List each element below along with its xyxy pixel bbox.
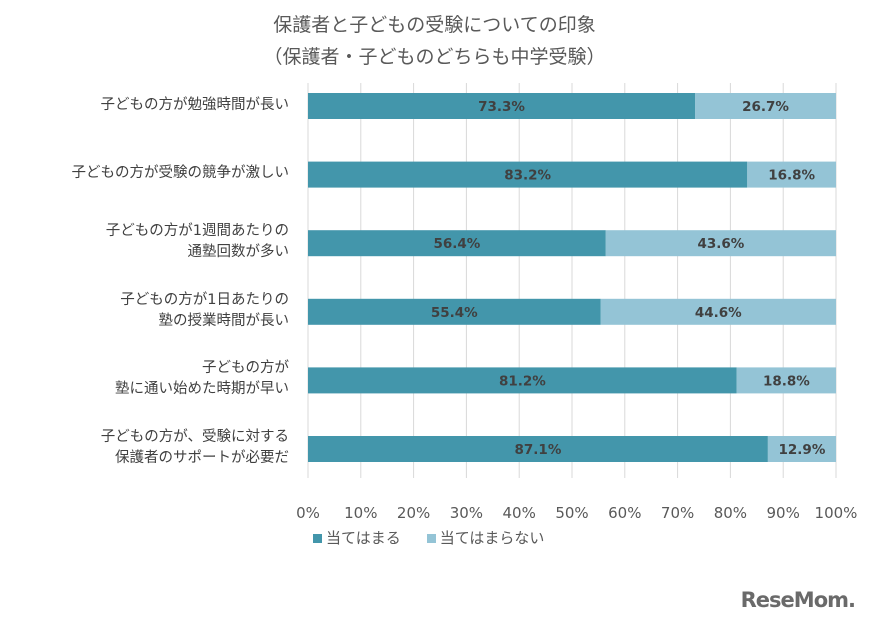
bar-no [600, 298, 836, 325]
bar-yes [308, 161, 748, 188]
bar-no [747, 161, 836, 188]
legend-swatch [313, 534, 322, 543]
category-label: 子どもの方が、受験に対する保護者のサポートが必要だ [101, 427, 289, 469]
data-label: 83.2% [504, 168, 551, 184]
category-label-line: 子どもの方が1週間あたりの [105, 223, 289, 240]
category-label-line: 通塾回数が多い [187, 244, 290, 261]
x-tick-label: 60% [608, 504, 641, 522]
x-tick-label: 90% [767, 504, 800, 522]
category-label-line: 塾の授業時間が長い [158, 312, 290, 329]
category-label: 子どもの方が受験の競争が激しい [72, 163, 290, 184]
category-label-line: 子どもの方が1日あたりの [120, 291, 289, 308]
bar-yes [308, 298, 601, 325]
bar-yes [308, 367, 737, 394]
category-label-line: 塾に通い始めた時期が早い [115, 381, 289, 398]
bar-yes [308, 436, 768, 462]
x-tick-label: 100% [815, 504, 858, 522]
legend-label: 当てはまる [326, 529, 401, 547]
x-tick-label: 20% [397, 504, 430, 522]
x-tick-label: 70% [661, 504, 694, 522]
x-tick-label: 50% [555, 504, 588, 522]
category-label: 子どもの方が塾に通い始めた時期が早い [115, 358, 289, 400]
resemom-logo: ReseMom. [740, 588, 856, 612]
x-tick-label: 40% [503, 504, 536, 522]
legend: 当てはまる 当てはまらない [313, 527, 544, 548]
x-tick-label: 10% [344, 504, 377, 522]
data-label: 56.4% [433, 236, 480, 252]
x-tick-label: 30% [450, 504, 483, 522]
bar-no [695, 93, 836, 119]
chart-title: 保護者と子どもの受験についての印象 [273, 14, 596, 36]
data-label: 55.4% [431, 305, 478, 321]
data-label: 81.2% [499, 373, 546, 389]
data-label: 44.6% [695, 305, 742, 321]
bar-yes [308, 230, 606, 257]
chart-subtitle: （保護者・子どものどちらも中学受験） [263, 46, 606, 68]
legend-label: 当てはまらない [439, 529, 545, 547]
data-label: 43.6% [697, 236, 744, 252]
bar-yes [308, 93, 696, 119]
category-label: 子どもの方が1週間あたりの通塾回数が多い [106, 221, 289, 263]
category-label-line: 子どもの方が勉強時間が長い [100, 96, 290, 113]
data-label: 73.3% [478, 99, 525, 115]
data-label: 26.7% [742, 99, 789, 115]
category-label-line: 子どもの方が受験の競争が激しい [71, 165, 290, 182]
category-label-line: 子どもの方が、受験に対する [100, 429, 289, 445]
data-label: 18.8% [763, 373, 810, 389]
bar-no [767, 436, 836, 462]
bar-no [605, 230, 836, 257]
category-label: 子どもの方が1日あたりの塾の授業時間が長い [120, 290, 289, 332]
data-label: 12.9% [779, 442, 826, 458]
bar-no [736, 367, 836, 394]
category-label-line: 保護者のサポートが必要だ [115, 450, 289, 466]
legend-item-no: 当てはまらない [426, 527, 545, 548]
legend-item-yes: 当てはまる [313, 527, 401, 548]
x-tick-label: 0% [296, 504, 320, 522]
category-label-line: 子どもの方が [202, 360, 289, 377]
x-tick-label: 80% [714, 504, 747, 522]
legend-swatch [426, 534, 436, 543]
category-label: 子どもの方が勉強時間が長い [101, 95, 290, 116]
data-label: 87.1% [515, 442, 562, 458]
data-label: 16.8% [768, 168, 815, 184]
